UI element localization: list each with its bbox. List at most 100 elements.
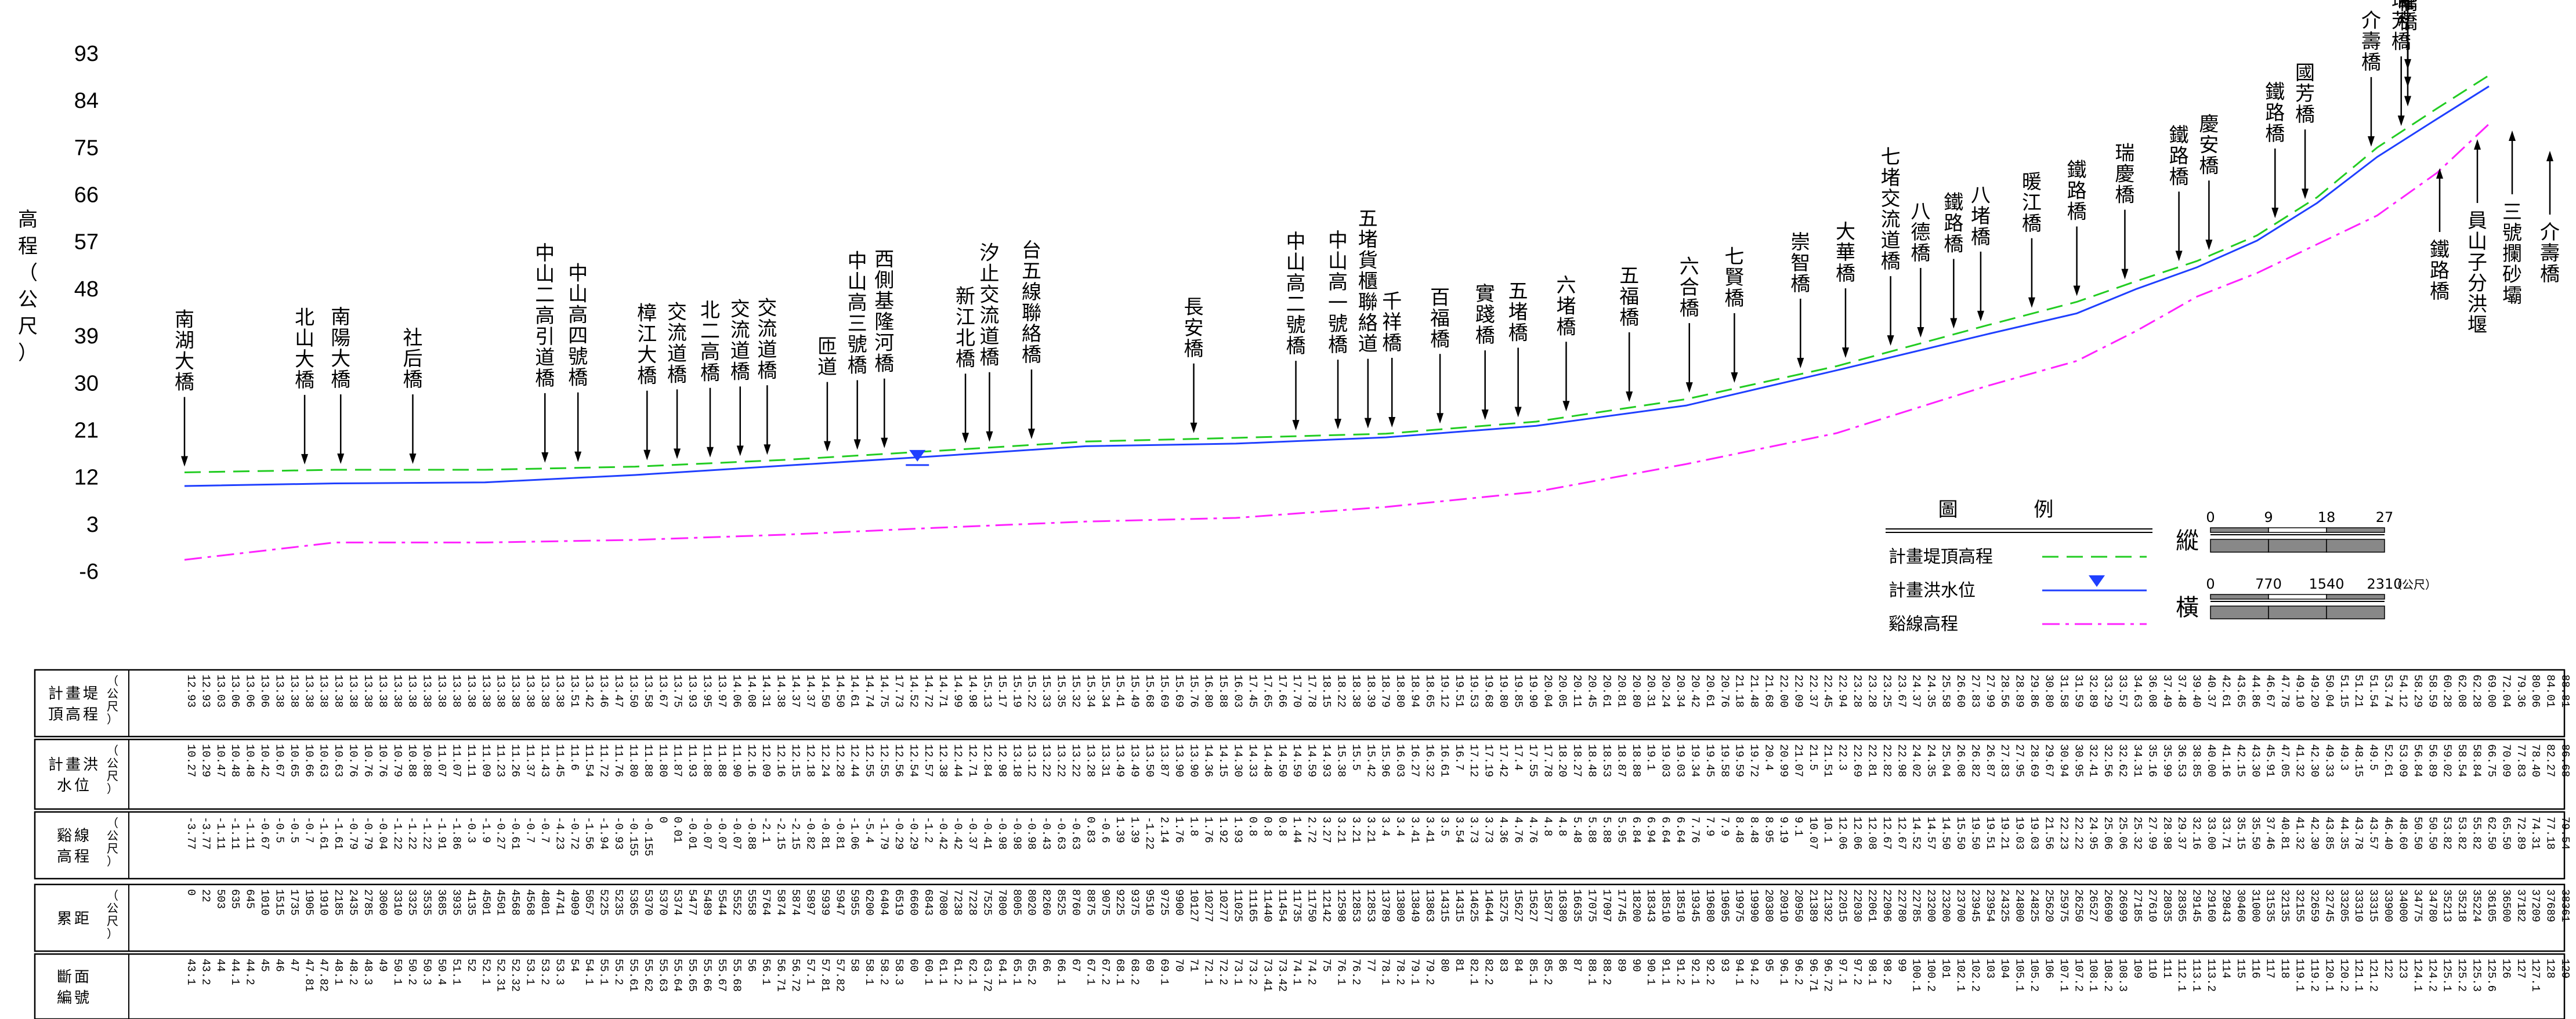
table-cell: 14.59 xyxy=(1305,744,1318,777)
table-cell: 19.03 xyxy=(1674,744,1687,777)
table-cell: 15.13 xyxy=(981,675,993,708)
scale-unit: （公尺） xyxy=(2390,578,2437,592)
table-cell: 1.93 xyxy=(1232,817,1244,843)
bridge-label-char: 交 xyxy=(667,300,687,324)
table-cell: 35.50 xyxy=(2249,817,2262,850)
table-cell: 13.50 xyxy=(627,675,639,708)
table-cell: 124.1 xyxy=(2411,959,2424,992)
bridge-label-char: 側 xyxy=(874,269,894,292)
table-cell: 13.58 xyxy=(642,675,654,708)
table-row-header-unit: 尺 xyxy=(107,699,118,713)
table-cell: 48.15 xyxy=(2352,744,2365,777)
table-cell: 9225 xyxy=(1113,889,1126,916)
table-cell: 20.80 xyxy=(1630,675,1642,708)
right-arrow-head xyxy=(2509,130,2516,141)
table-cell: 4741 xyxy=(553,889,566,916)
table-cell: 64.1 xyxy=(996,959,1008,985)
table-cell: 13.22 xyxy=(1040,744,1052,777)
table-cell: -0.155 xyxy=(627,817,639,856)
table-cell: 127.1 xyxy=(2529,959,2542,992)
table-row-header-unit: ） xyxy=(107,712,118,726)
table-cell: 47 xyxy=(288,959,301,972)
table-cell: 86 xyxy=(1556,959,1569,972)
table-cell: 24.37 xyxy=(1910,675,1923,708)
table-cell: 15.96 xyxy=(1379,744,1392,777)
table-cell: 12.44 xyxy=(848,744,861,777)
table-cell: 17745 xyxy=(1615,889,1627,922)
table-cell: 30460 xyxy=(2234,889,2247,922)
table-cell: 9.1 xyxy=(1792,817,1804,836)
bridge-label-char: 堵 xyxy=(1508,301,1528,324)
table-cell: 21.18 xyxy=(1733,675,1746,708)
table-cell: -0.79 xyxy=(347,817,360,850)
table-cell: 58.54 xyxy=(2455,744,2468,777)
table-cell: 43.30 xyxy=(2249,744,2262,777)
table-cell: 18.53 xyxy=(1600,744,1613,777)
table-cell: 48.3 xyxy=(361,959,374,985)
table-cell: 65.2 xyxy=(1025,959,1038,985)
table-cell: 3.4 xyxy=(1379,817,1392,836)
bridge-label-char: 江 xyxy=(956,306,975,329)
table-cell: 20.4 xyxy=(1763,744,1775,771)
table-cell: 9.19 xyxy=(1777,817,1790,843)
table-row-header: 谿線 xyxy=(57,828,92,845)
table-cell: 19.51 xyxy=(1984,817,1996,850)
bridge-label-char: 賢 xyxy=(1724,266,1744,289)
bridge-label-char: 橋 xyxy=(1724,287,1744,310)
table-cell: 28.98 xyxy=(2161,817,2173,850)
bridge-label-char: 止 xyxy=(979,263,999,286)
table-cell: 3.41 xyxy=(1423,817,1436,843)
table-cell: 95 xyxy=(1763,959,1775,972)
table-cell: 18.27 xyxy=(1571,744,1583,777)
bridge-label-char: 橋 xyxy=(1680,297,1699,320)
table-cell: 47.78 xyxy=(2278,675,2291,708)
table-cell: -0.7 xyxy=(524,817,537,843)
table-cell: 14.50 xyxy=(819,675,831,708)
table-cell: 22.23 xyxy=(2057,817,2070,850)
table-cell: 4501 xyxy=(479,889,492,916)
table-cell: 13.38 xyxy=(347,675,360,708)
table-cell: 31000 xyxy=(2249,889,2262,922)
bridge-label-char: 流 xyxy=(1881,208,1901,231)
table-cell: 29.37 xyxy=(2175,817,2188,850)
y-tick-label: 30 xyxy=(74,371,99,396)
bridge-label-char: 山 xyxy=(568,283,588,306)
table-cell: 19.50 xyxy=(1969,817,1981,850)
table-cell: 14.59 xyxy=(1290,744,1303,777)
table-cell: 89 xyxy=(1615,959,1627,972)
right-bridge-label: 介壽橋 xyxy=(2540,151,2560,286)
table-cell: 15.34 xyxy=(1099,675,1112,708)
table-cell: 13809 xyxy=(1394,889,1406,922)
right-bridge-label-char: 橋 xyxy=(2540,263,2560,286)
bridge-label-char: 橋 xyxy=(757,359,777,382)
table-cell: 22030 xyxy=(1851,889,1864,922)
bridge-label-char: 路 xyxy=(1944,212,1963,235)
bridge-label-char: 流 xyxy=(667,321,687,344)
flood-level-marker xyxy=(906,449,929,466)
table-cell: -0.72 xyxy=(568,817,581,850)
table-cell: 98.1 xyxy=(1865,959,1878,985)
table-cell: 5955 xyxy=(848,889,861,916)
table-row-header-unit: （ xyxy=(107,674,118,688)
table-cell: 18.48 xyxy=(1586,744,1598,777)
table-cell: 1.8 xyxy=(1187,817,1200,836)
table-cell: 17.19 xyxy=(1482,744,1495,777)
table-cell: 2.14 xyxy=(1157,817,1170,843)
table-cell: 13.87 xyxy=(1157,744,1170,777)
table-cell: 13.38 xyxy=(524,675,537,708)
table-cell: 12142 xyxy=(1320,889,1333,922)
bridge-label: 社后橋 xyxy=(403,327,422,465)
table-cell: 20.05 xyxy=(1556,675,1569,708)
bridge-label-char: 北 xyxy=(295,306,314,329)
table-cell: 13.38 xyxy=(317,675,330,708)
bridge-label-char: 中 xyxy=(848,250,867,273)
bridge-label-char: 七 xyxy=(1724,245,1744,269)
table-cell: -0.37 xyxy=(966,817,979,850)
bridge-label-char: 橋 xyxy=(1022,343,1041,367)
bridge-label-char: 堵 xyxy=(1881,166,1901,190)
table-cell: 19680 xyxy=(1703,889,1716,922)
table-cell: 9510 xyxy=(1143,889,1156,916)
table-cell: 1515 xyxy=(273,889,285,916)
